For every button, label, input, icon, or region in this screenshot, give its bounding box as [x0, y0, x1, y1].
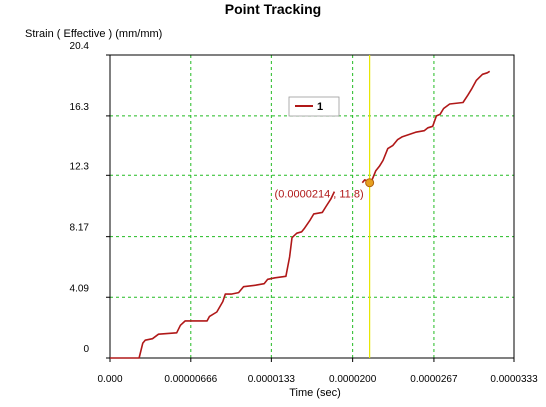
x-tick-label: 0.0000333: [490, 374, 538, 385]
y-tick-label: 8.17: [70, 223, 90, 234]
x-tick-label: 0.0000267: [410, 374, 458, 385]
legend[interactable]: 1: [288, 96, 340, 117]
series-layer: [110, 70, 491, 359]
y-axis-label: Strain ( Effective ) (mm/mm): [25, 28, 163, 40]
tracked-point-annotation: (0.0000214 , 11.8): [275, 189, 364, 201]
grid-lines: [110, 55, 514, 358]
series-line: [110, 70, 491, 359]
legend-series-label: 1: [317, 101, 323, 113]
plot-frame: [109, 54, 515, 359]
x-tick-label: 0.0000200: [329, 374, 377, 385]
y-tick-label: 4.09: [70, 283, 90, 294]
x-tick-label: 0.00000666: [164, 374, 217, 385]
x-tick-label: 0.000: [97, 374, 122, 385]
x-tick-label: 0.0000133: [248, 374, 296, 385]
chart-title: Point Tracking: [224, 1, 322, 17]
y-tick-label: 0: [83, 344, 89, 355]
y-tick-label: 12.3: [70, 161, 90, 172]
axis-ticks: 0 4.09 8.17 12.3 16.3 20.4 0.000 0.00000666 0.00…: [70, 41, 539, 385]
tracked-point-marker[interactable]: [365, 178, 375, 188]
legend-background: [288, 96, 340, 117]
x-axis-label: Time (sec): [289, 387, 341, 399]
y-tick-label: 20.4: [70, 41, 90, 52]
y-tick-label: 16.3: [70, 102, 90, 113]
